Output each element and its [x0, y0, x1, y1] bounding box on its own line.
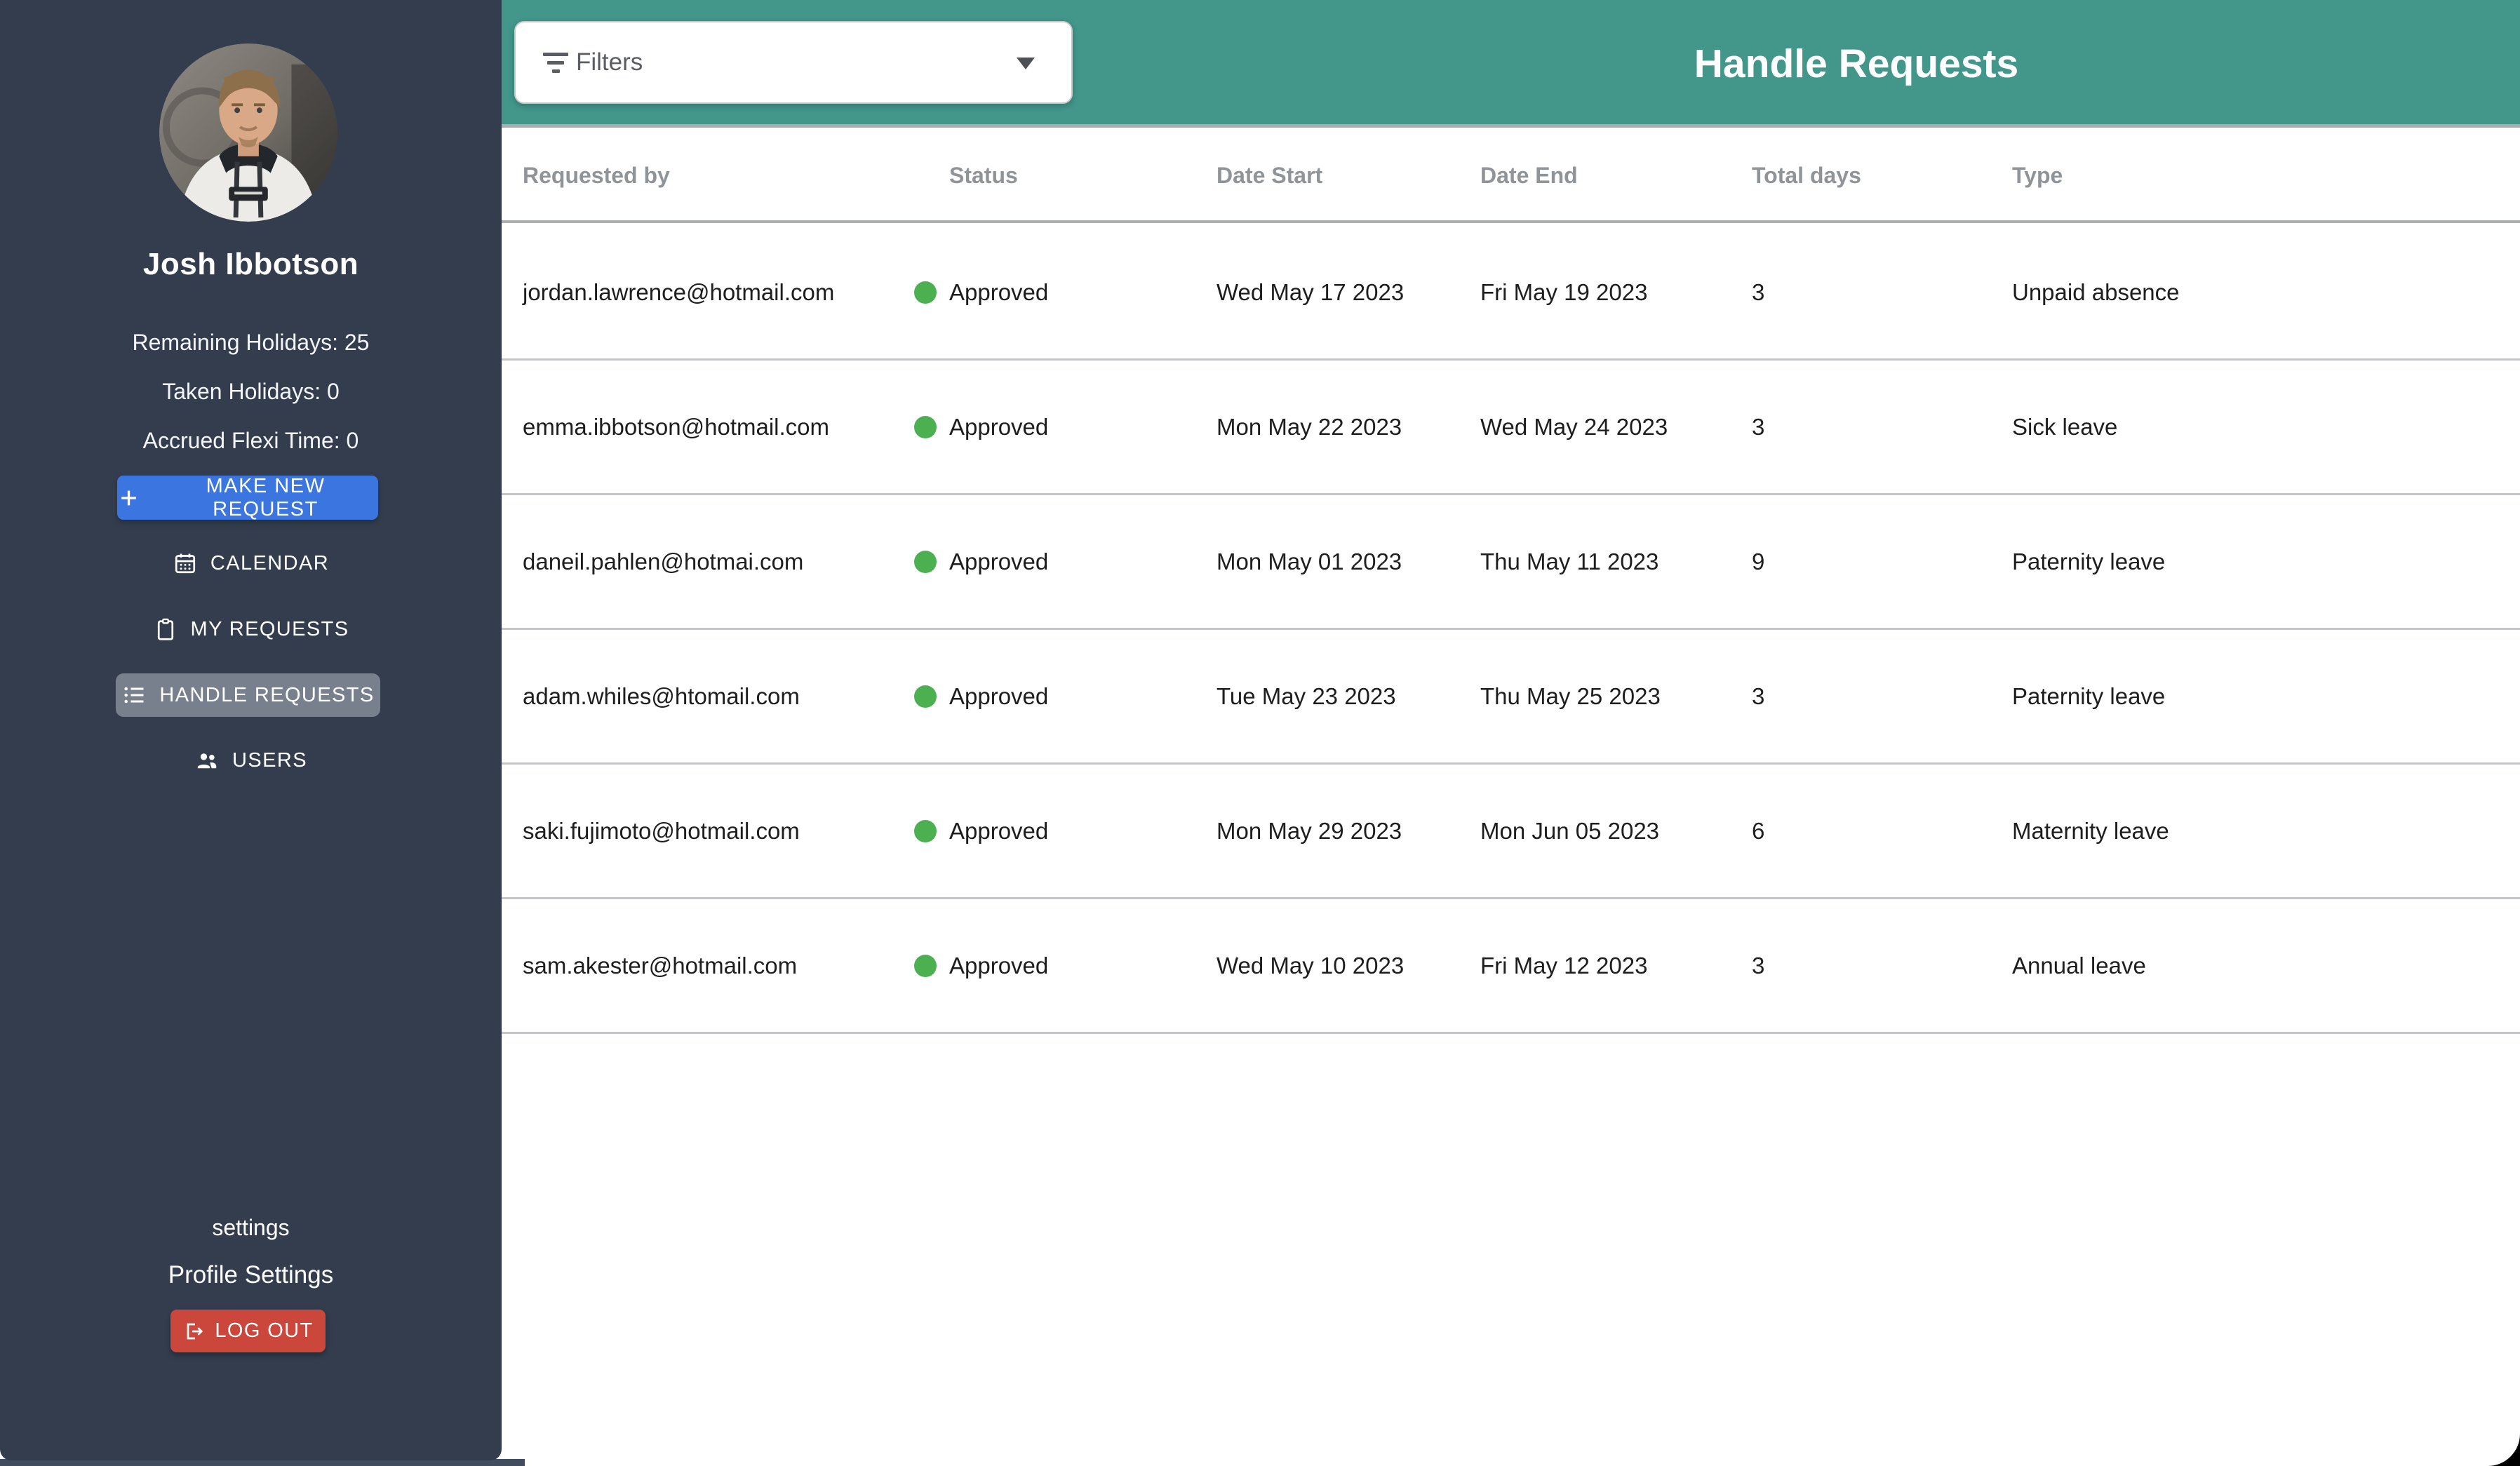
horizontal-scrollbar-track	[0, 1459, 2520, 1466]
date-end-cell: Wed May 24 2023	[1480, 413, 1668, 440]
make-new-request-label: MAKE NEW REQUEST	[206, 474, 326, 520]
table-header: Requested by Status Date Start Date End …	[502, 131, 2520, 223]
sidebar-item-my-requests[interactable]: MY REQUESTS	[0, 612, 502, 647]
status-dot-icon	[914, 819, 937, 842]
status-dot-icon	[914, 550, 937, 573]
list-icon	[124, 687, 144, 704]
column-header-date-end: Date End	[1480, 163, 1578, 188]
requested-by-cell: saki.fujimoto@hotmail.com	[523, 817, 800, 844]
status-dot-icon	[914, 281, 937, 304]
users-icon	[197, 753, 217, 769]
status-label: Approved	[949, 682, 1049, 709]
type-cell: Sick leave	[2012, 413, 2118, 440]
type-cell: Paternity leave	[2012, 682, 2166, 709]
table-row[interactable]: sam.akester@hotmail.com Approved Wed May…	[502, 899, 2520, 1034]
main-content: Filters Handle Requests Requested by Sta…	[502, 0, 2520, 1466]
calendar-icon	[175, 553, 196, 574]
date-start-cell: Mon May 29 2023	[1217, 817, 1402, 844]
filters-dropdown[interactable]: Filters	[514, 21, 1073, 104]
sidebar-item-users[interactable]: USERS	[0, 743, 502, 778]
clipboard-icon	[157, 618, 173, 640]
table-row[interactable]: saki.fujimoto@hotmail.com Approved Mon M…	[502, 765, 2520, 899]
column-header-date-start: Date Start	[1217, 163, 1323, 188]
date-end-cell: Mon Jun 05 2023	[1480, 817, 1660, 844]
logout-button[interactable]: LOG OUT	[170, 1310, 326, 1352]
column-header-type: Type	[2012, 163, 2063, 188]
total-days-cell: 6	[1752, 817, 1765, 844]
taken-holidays-stat: Taken Holidays: 0	[162, 379, 340, 404]
total-days-cell: 3	[1752, 413, 1765, 440]
sidebar-item-label: CALENDAR	[210, 551, 330, 574]
status-cell: Approved	[914, 683, 1217, 710]
status-cell: Approved	[914, 414, 1217, 441]
table-row[interactable]: daneil.pahlen@hotmai.com Approved Mon Ma…	[502, 495, 2520, 630]
date-start-cell: Mon May 22 2023	[1217, 413, 1402, 440]
requested-by-cell: daneil.pahlen@hotmai.com	[523, 548, 804, 574]
sidebar-item-label: MY REQUESTS	[190, 617, 349, 640]
type-cell: Annual leave	[2012, 952, 2146, 979]
logout-label: LOG OUT	[215, 1319, 314, 1342]
filter-icon	[542, 52, 569, 73]
avatar	[159, 43, 337, 222]
table-row[interactable]: adam.whiles@htomail.com Approved Tue May…	[502, 630, 2520, 765]
column-header-requested-by: Requested by	[523, 163, 670, 188]
date-start-cell: Tue May 23 2023	[1217, 682, 1396, 709]
status-dot-icon	[914, 954, 937, 977]
type-cell: Unpaid absence	[2012, 278, 2180, 305]
date-end-cell: Fri May 12 2023	[1480, 952, 1648, 979]
date-end-cell: Thu May 11 2023	[1480, 548, 1659, 574]
remaining-holidays-stat: Remaining Holidays: 25	[132, 330, 370, 355]
total-days-cell: 3	[1752, 278, 1765, 305]
column-header-status: Status	[949, 163, 1018, 188]
date-start-cell: Wed May 10 2023	[1217, 952, 1405, 979]
sidebar-item-label: HANDLE REQUESTS	[159, 683, 375, 706]
table-row[interactable]: emma.ibbotson@hotmail.com Approved Mon M…	[502, 361, 2520, 495]
date-end-cell: Fri May 19 2023	[1480, 278, 1648, 305]
date-start-cell: Wed May 17 2023	[1217, 278, 1405, 305]
page-header: Filters Handle Requests	[502, 0, 2520, 128]
page-title: Handle Requests	[1694, 41, 2019, 86]
status-label: Approved	[949, 278, 1049, 305]
sidebar: Josh Ibbotson Remaining Holidays: 25 Tak…	[0, 0, 502, 1460]
status-cell: Approved	[914, 549, 1217, 575]
status-label: Approved	[949, 817, 1049, 844]
sidebar-item-handle-requests[interactable]: HANDLE REQUESTS	[116, 673, 380, 717]
date-end-cell: Thu May 25 2023	[1480, 682, 1661, 709]
sidebar-item-label: USERS	[232, 748, 307, 772]
status-cell: Approved	[914, 279, 1217, 306]
total-days-cell: 9	[1752, 548, 1765, 574]
requested-by-cell: sam.akester@hotmail.com	[523, 952, 798, 979]
accrued-flexi-time-stat: Accrued Flexi Time: 0	[142, 428, 359, 453]
requested-by-cell: adam.whiles@htomail.com	[523, 682, 800, 709]
make-new-request-button[interactable]: MAKE NEW REQUEST	[117, 474, 378, 520]
status-cell: Approved	[914, 953, 1217, 979]
total-days-cell: 3	[1752, 682, 1765, 709]
type-cell: Maternity leave	[2012, 817, 2169, 844]
type-cell: Paternity leave	[2012, 548, 2166, 574]
settings-label: settings	[212, 1215, 290, 1240]
profile-settings-link[interactable]: Profile Settings	[168, 1261, 334, 1289]
avatar-photo	[159, 43, 337, 222]
table-body: jordan.lawrence@hotmail.com Approved Wed…	[502, 226, 2520, 1034]
horizontal-scrollbar-thumb[interactable]	[0, 1459, 525, 1466]
status-dot-icon	[914, 415, 937, 438]
logout-icon	[187, 1323, 203, 1339]
status-cell: Approved	[914, 818, 1217, 845]
table-row[interactable]: jordan.lawrence@hotmail.com Approved Wed…	[502, 226, 2520, 361]
column-header-total-days: Total days	[1752, 163, 1861, 188]
status-label: Approved	[949, 952, 1049, 979]
sidebar-item-calendar[interactable]: CALENDAR	[0, 546, 502, 581]
chevron-down-icon	[1017, 58, 1035, 69]
status-dot-icon	[914, 685, 937, 708]
filters-label: Filters	[576, 48, 643, 76]
total-days-cell: 3	[1752, 952, 1765, 979]
requested-by-cell: jordan.lawrence@hotmail.com	[523, 278, 835, 305]
plus-icon	[121, 490, 136, 505]
user-name: Josh Ibbotson	[142, 247, 359, 281]
date-start-cell: Mon May 01 2023	[1217, 548, 1402, 574]
status-label: Approved	[949, 548, 1049, 574]
requested-by-cell: emma.ibbotson@hotmail.com	[523, 413, 830, 440]
status-label: Approved	[949, 413, 1049, 440]
